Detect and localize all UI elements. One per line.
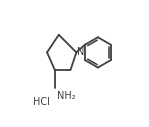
Text: NH₂: NH₂ — [57, 91, 75, 101]
Text: HCl: HCl — [33, 97, 50, 107]
Text: N: N — [77, 47, 84, 57]
